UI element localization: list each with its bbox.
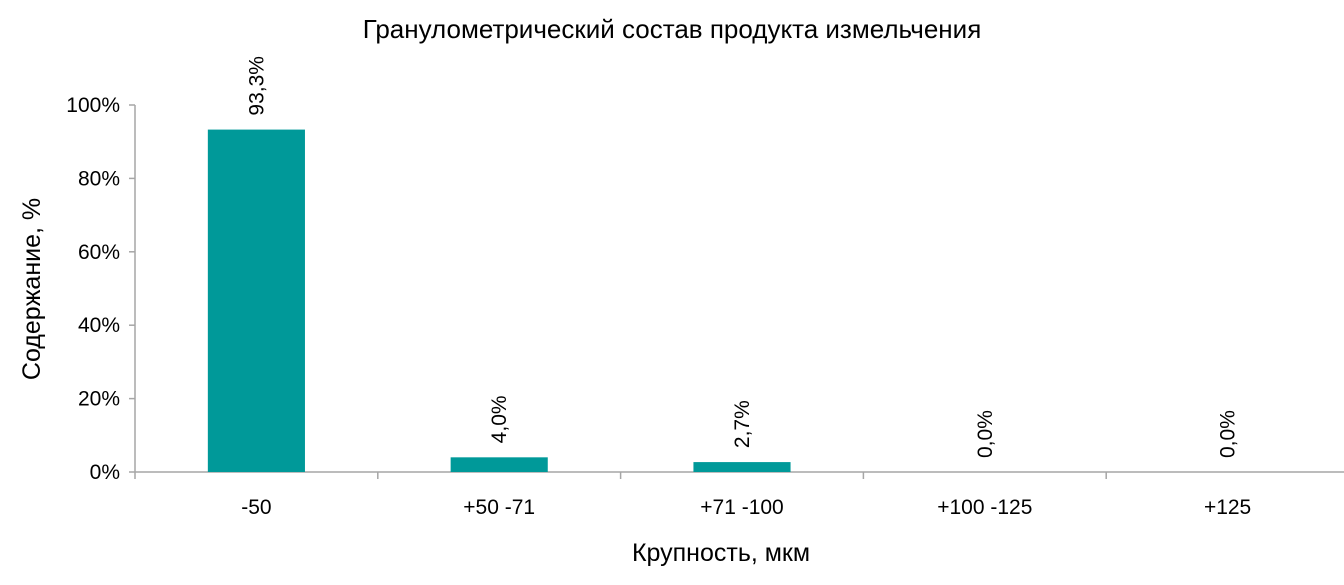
chart-title: Гранулометрический состав продукта измел…	[363, 14, 982, 44]
y-tick-label: 40%	[78, 314, 120, 337]
y-tick-label: 0%	[90, 461, 120, 484]
y-tick-label: 100%	[66, 94, 120, 117]
x-tick-label: +125	[1204, 496, 1251, 519]
y-tick-label: 60%	[78, 241, 120, 264]
y-tick-label: 80%	[78, 167, 120, 190]
y-tick-label: 20%	[78, 388, 120, 411]
x-axis-title: Крупность, мкм	[632, 539, 810, 567]
data-label: 0,0%	[1217, 410, 1240, 458]
plot-area: 0% 20% 40% 60% 80% 100% -50 93,3% +50 -71 4,0% +71…	[66, 56, 1344, 519]
data-label: 93,3%	[245, 56, 268, 116]
y-axis-title: Содержание, %	[18, 198, 46, 380]
bar	[693, 462, 791, 472]
x-tick-label: +100 -125	[937, 496, 1032, 519]
x-tick-label: +71 -100	[700, 496, 784, 519]
bar	[207, 129, 305, 473]
x-tick-label: -50	[241, 496, 271, 519]
bar	[450, 457, 548, 472]
data-label: 0,0%	[974, 410, 997, 458]
data-label: 4,0%	[488, 395, 511, 443]
x-tick-label: +50 -71	[463, 496, 535, 519]
data-label: 2,7%	[731, 400, 754, 448]
